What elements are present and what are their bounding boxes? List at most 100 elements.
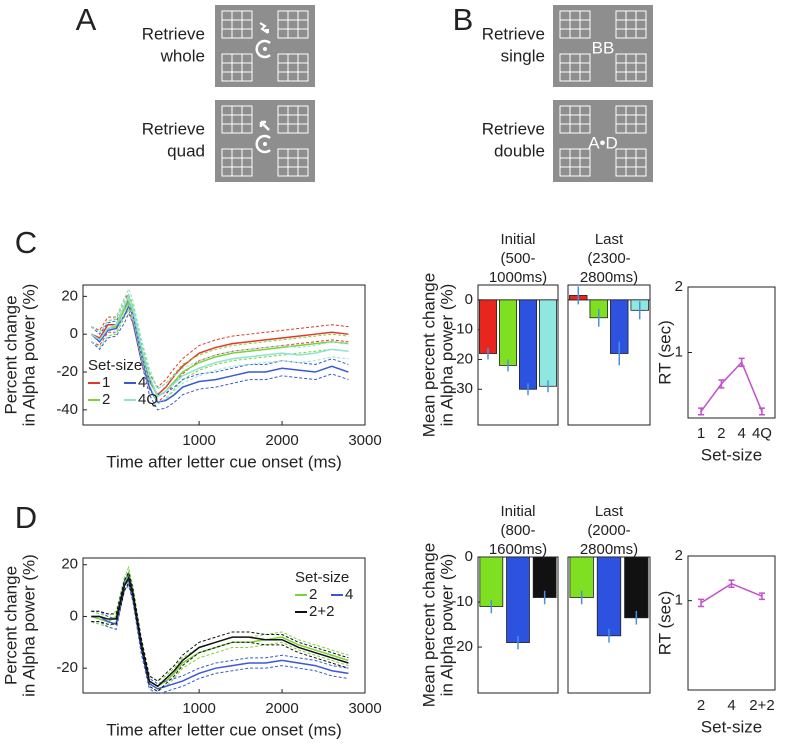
error-bound xyxy=(91,584,349,695)
y-tick-label: -10 xyxy=(451,593,473,610)
grid-box xyxy=(615,10,647,39)
y-tick-label: 2 xyxy=(675,278,683,295)
x-tick-label: 2+2 xyxy=(749,697,774,714)
y-tick-label: -30 xyxy=(451,380,473,397)
legend-label: 2+2 xyxy=(309,603,334,620)
x-tick-label: 4 xyxy=(727,697,735,714)
x-tick-label: 4 xyxy=(737,425,745,442)
x-tick-label: 2000 xyxy=(265,700,298,717)
x-axis-label: Time after letter cue onset (ms) xyxy=(106,452,342,471)
screen xyxy=(215,5,315,87)
condition-label: Retrieve xyxy=(142,119,205,138)
legend-label: 4 xyxy=(138,374,146,391)
y-tick-label: 1 xyxy=(675,343,683,360)
plot-frame xyxy=(82,557,366,694)
y-axis-label: Mean percent change xyxy=(419,543,438,707)
grid-box xyxy=(277,10,309,39)
x-tick-label: 4Q xyxy=(752,425,772,442)
condition-label: Retrieve xyxy=(142,24,205,43)
cue-arrow xyxy=(259,22,269,34)
y-axis-label: in Alpha power (%) xyxy=(437,284,456,427)
legend-label: 4 xyxy=(345,586,353,603)
chart-title: (800- xyxy=(500,522,535,539)
grid-box xyxy=(221,105,253,134)
panel-label: D xyxy=(15,500,37,535)
grid-box xyxy=(559,105,591,134)
screen-letters: A•D xyxy=(588,133,618,152)
chart-title: (500- xyxy=(500,250,535,267)
panel-label: A xyxy=(76,2,97,37)
grid-box xyxy=(277,105,309,134)
x-axis-label: Time after letter cue onset (ms) xyxy=(106,720,342,739)
cue-arrow xyxy=(259,120,270,131)
bar xyxy=(624,556,649,619)
chart-title: (2000- xyxy=(587,522,630,539)
y-axis-label: RT (sec) xyxy=(655,320,674,385)
chart-title: Last xyxy=(595,503,624,520)
y-tick-label: -20 xyxy=(451,638,473,655)
y-tick-label: 1 xyxy=(675,592,683,609)
grid-box xyxy=(221,53,253,82)
grid-box xyxy=(221,10,253,39)
y-axis-label: in Alpha power (%) xyxy=(19,284,38,427)
fixation xyxy=(255,134,271,154)
grid-box xyxy=(277,148,309,177)
error-bar xyxy=(698,407,705,416)
panel-label: C xyxy=(15,225,37,260)
y-tick-label: 20 xyxy=(61,287,78,304)
legend-title: Set-size xyxy=(295,569,349,586)
error-bar xyxy=(698,598,705,608)
y-tick-label: 0 xyxy=(465,291,473,308)
plot-frame xyxy=(477,284,559,426)
rt-line xyxy=(700,360,763,412)
fixation-dot xyxy=(263,142,267,146)
x-tick-label: 2 xyxy=(697,697,705,714)
y-axis-label: RT (sec) xyxy=(655,591,674,656)
legend-label: 2 xyxy=(102,391,110,408)
screen-letters: BB xyxy=(592,38,615,57)
x-tick-label: 1 xyxy=(697,425,705,442)
y-axis-label: in Alpha power (%) xyxy=(437,554,456,697)
condition-label: Retrieve xyxy=(482,24,545,43)
chart-title: (2300- xyxy=(587,250,630,267)
y-tick-label: -20 xyxy=(56,659,78,676)
error-bound xyxy=(91,565,349,682)
x-tick-label: 3000 xyxy=(348,700,381,717)
legend-label: 1 xyxy=(102,374,110,391)
grid-box xyxy=(615,53,647,82)
error-bound xyxy=(91,571,349,682)
x-tick-label: 1000 xyxy=(182,432,215,449)
y-axis-label: in Alpha power (%) xyxy=(19,554,38,697)
x-tick-label: 1000 xyxy=(182,700,215,717)
y-tick-label: 0 xyxy=(70,607,78,624)
error-bound xyxy=(91,302,349,405)
series-line xyxy=(90,300,349,398)
grid-box xyxy=(615,148,647,177)
fixation xyxy=(255,39,271,59)
error-bar xyxy=(718,379,725,389)
panel-label: B xyxy=(453,2,474,37)
grid-box xyxy=(559,148,591,177)
condition-label: single xyxy=(501,46,545,65)
fixation-dot xyxy=(263,47,267,51)
plot-frame xyxy=(687,555,776,691)
condition-label: Retrieve xyxy=(482,119,545,138)
condition-label: whole xyxy=(160,46,205,65)
y-tick-label: 20 xyxy=(61,556,78,573)
error-bound xyxy=(91,287,349,390)
bar xyxy=(519,299,538,390)
error-bar xyxy=(758,592,765,601)
series-line xyxy=(90,294,349,398)
condition-label: double xyxy=(494,141,545,160)
grid-box xyxy=(221,148,253,177)
legend-title: Set-size xyxy=(88,357,142,374)
error-bar xyxy=(738,357,745,368)
y-axis-label: Mean percent change xyxy=(419,273,438,437)
bar xyxy=(506,556,530,643)
error-bar xyxy=(758,407,765,416)
condition-label: quad xyxy=(167,141,205,160)
screen xyxy=(215,100,315,182)
x-tick-label: 3000 xyxy=(348,432,381,449)
